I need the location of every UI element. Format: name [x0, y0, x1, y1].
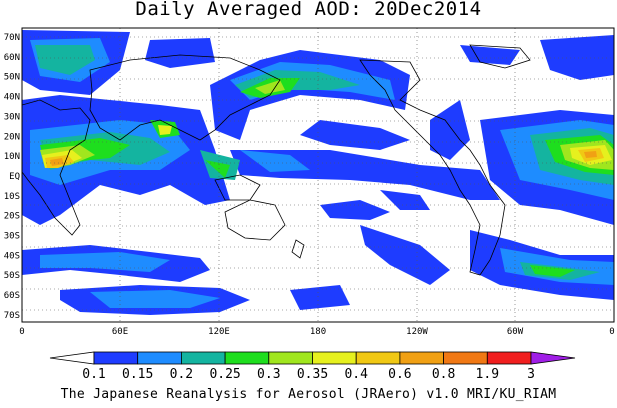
aod-field [22, 28, 614, 322]
lon-label: 120W [406, 327, 428, 337]
lon-label: 180 [310, 327, 326, 337]
lat-label: 20N [4, 132, 20, 142]
colorbar-segment [49, 351, 95, 365]
colorbar-segment [268, 351, 313, 365]
colorbar-segment [530, 351, 576, 365]
colorbar-label: 0.1 [82, 367, 105, 382]
colorbar-label: 1.9 [476, 367, 499, 382]
colorbar-segment [355, 351, 401, 365]
lat-label: 30N [4, 112, 20, 122]
lat-label: 10N [4, 152, 20, 162]
colorbar-segment [399, 351, 444, 365]
latitude-axis: 70N 60N 50N 40N 30N 20N 10N EQ 10S 20S 3… [4, 33, 20, 321]
lat-label: 20S [4, 212, 20, 222]
colorbar: 0.1 0.15 0.2 0.25 0.3 0.35 0.4 0.6 0.8 1.9 3 [49, 351, 576, 382]
map-title: Daily Averaged AOD: 20Dec2014 [135, 0, 482, 20]
lon-label: 60W [507, 327, 524, 337]
colorbar-label: 0.6 [388, 367, 411, 382]
lat-label: 60S [4, 291, 20, 301]
colorbar-segment [312, 351, 357, 365]
lon-label: 120E [208, 327, 230, 337]
lat-label: 50S [4, 271, 20, 281]
lat-label: 30S [4, 232, 20, 242]
lat-label: 70S [4, 311, 20, 321]
map-frame [21, 27, 615, 323]
colorbar-label: 0.3 [257, 367, 280, 382]
lon-label: 60E [112, 327, 128, 337]
footer-credit: The Japanese Reanalysis for Aerosol (JRA… [60, 387, 557, 402]
colorbar-label: 0.15 [122, 367, 153, 382]
colorbar-segment [486, 351, 532, 365]
colorbar-segment [93, 351, 139, 365]
lon-label: 0 [609, 327, 614, 337]
lat-label: 70N [4, 33, 20, 43]
lat-label: 40S [4, 251, 20, 261]
lat-label: 40N [4, 93, 20, 103]
lon-label: 0 [19, 327, 24, 337]
colorbar-segment [137, 351, 182, 365]
colorbar-segment [180, 351, 226, 365]
colorbar-label: 0.25 [209, 367, 240, 382]
longitude-axis: 0 60E 120E 180 120W 60W 0 [19, 327, 614, 337]
colorbar-label: 0.8 [432, 367, 455, 382]
lat-label: 60N [4, 53, 20, 63]
colorbar-label: 0.35 [297, 367, 328, 382]
lat-label: 50N [4, 73, 20, 83]
colorbar-segment [443, 351, 488, 365]
lat-label: 10S [4, 192, 20, 202]
graticule [22, 28, 614, 322]
colorbar-segment [224, 351, 270, 365]
colorbar-label: 0.2 [170, 367, 193, 382]
colorbar-label: 3 [527, 367, 535, 382]
lat-label: EQ [9, 172, 20, 182]
colorbar-label: 0.4 [344, 367, 368, 382]
